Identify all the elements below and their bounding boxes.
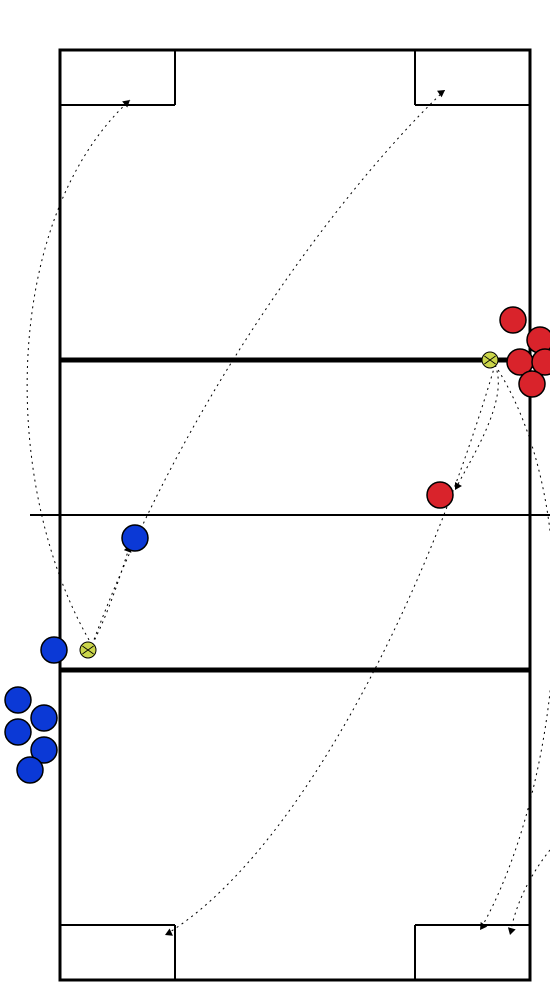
arrowhead [165,928,173,935]
red-player-5 [519,371,545,397]
ball-1 [80,642,96,658]
arrow-path [27,100,130,645]
arrow-path [480,365,550,930]
arrow-path [92,545,130,645]
arrowhead [508,927,516,935]
blue-player-3 [31,705,57,731]
movement-arrow-2 [455,365,498,490]
arrow-path [92,90,445,645]
arrowhead [437,90,445,97]
ball-0 [482,352,498,368]
arrowhead [480,922,487,930]
diagram-stage [0,0,550,1000]
arrow-path [455,365,498,490]
movement-arrow-4 [165,365,495,936]
blue-player-6 [17,757,43,783]
blue-player-2 [5,687,31,713]
arrow-path [165,365,495,935]
arrowhead [122,100,130,108]
movement-arrow-3 [480,365,550,930]
movement-arrow-5 [92,545,131,645]
movement-arrow-0 [27,100,130,645]
red-player-0 [427,482,453,508]
red-player-1 [500,307,526,333]
court-svg [0,0,550,1000]
movement-arrow-1 [92,90,445,645]
blue-player-0 [122,525,148,551]
blue-player-1 [41,637,67,663]
blue-player-4 [5,719,31,745]
